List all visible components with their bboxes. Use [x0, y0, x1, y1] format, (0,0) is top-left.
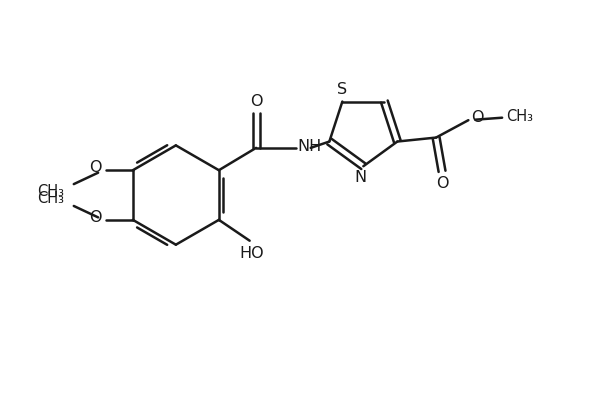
Text: HO: HO	[240, 246, 265, 261]
Text: NH: NH	[298, 139, 322, 154]
Text: O: O	[89, 210, 102, 225]
Text: CH₃: CH₃	[506, 109, 533, 124]
Text: N: N	[355, 170, 367, 185]
Text: O: O	[250, 94, 262, 109]
Text: S: S	[337, 82, 347, 96]
Text: O: O	[472, 110, 484, 125]
Text: CH₃: CH₃	[37, 184, 64, 199]
Text: O: O	[436, 176, 448, 191]
Text: O: O	[89, 160, 102, 175]
Text: CH₃: CH₃	[37, 191, 64, 206]
